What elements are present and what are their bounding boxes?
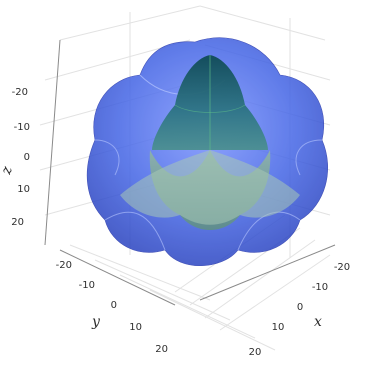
x-axis-title: x [314, 314, 322, 330]
y-tick-label: 0 [111, 300, 117, 311]
x-tick-label: 20 [249, 347, 262, 358]
x-tick-label: 10 [272, 322, 285, 333]
inner-surface [120, 55, 300, 230]
z-tick-label: 20 [11, 217, 24, 228]
y-tick-label: -20 [56, 260, 72, 271]
y-axis-title: y [91, 314, 101, 330]
x-tick-label: 0 [297, 302, 303, 313]
y-tick-label: 20 [155, 344, 168, 355]
x-tick-label: -10 [312, 282, 328, 293]
x-tick-label: -20 [334, 262, 350, 273]
z-axis-title: z [0, 164, 16, 177]
z-tick-label: 0 [24, 152, 30, 163]
y-tick-label: -10 [79, 280, 95, 291]
tick-labels: 20 10 0 -10 -20 -20 -10 0 10 20 -20 -10 0 10 20 [11, 87, 350, 358]
axis-lines [44, 39, 336, 306]
z-tick-label: 10 [17, 184, 30, 195]
z-tick-label: -20 [12, 87, 28, 98]
z-tick-label: -10 [14, 122, 30, 133]
y-tick-label: 10 [129, 322, 142, 333]
